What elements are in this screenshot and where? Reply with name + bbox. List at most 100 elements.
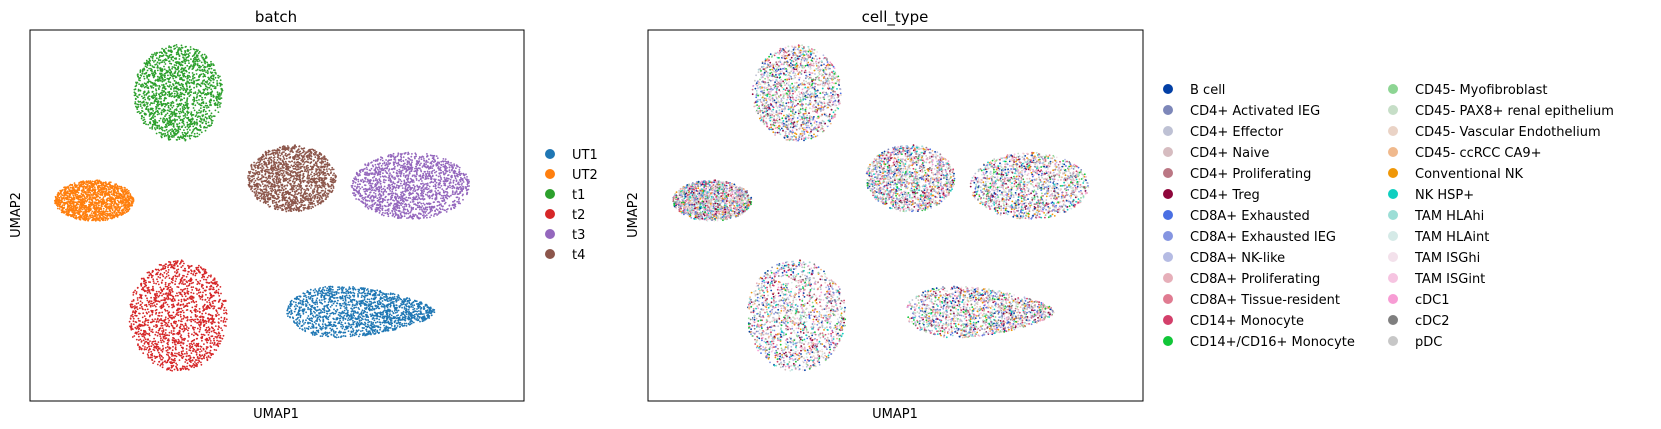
batch-point <box>417 319 420 321</box>
batch-point <box>86 181 89 184</box>
batch-point <box>329 327 332 330</box>
batch-point <box>287 315 289 317</box>
batch-point <box>364 302 366 305</box>
batch-point <box>360 319 363 322</box>
batch-point <box>148 98 151 101</box>
batch-point <box>374 296 377 299</box>
batch-point <box>391 322 393 325</box>
batch-point <box>213 339 215 342</box>
batch-point <box>180 126 183 129</box>
batch-point <box>407 313 410 315</box>
batch-point <box>184 101 187 104</box>
batch-point <box>187 106 190 109</box>
batch-point <box>373 330 376 333</box>
batch-point <box>424 318 427 321</box>
batch-point <box>148 67 151 70</box>
batch-point <box>198 60 201 62</box>
batch-point <box>304 321 307 324</box>
batch-point <box>204 83 207 86</box>
batch-point <box>149 104 152 106</box>
batch-point <box>162 121 165 124</box>
batch-point <box>367 305 370 307</box>
batch-point <box>143 77 146 80</box>
batch-point <box>81 189 84 192</box>
batch-point <box>175 44 178 46</box>
batch-point <box>134 97 137 100</box>
batch-point <box>340 336 342 338</box>
batch-point <box>104 210 106 213</box>
batch-point <box>183 74 186 77</box>
batch-point <box>167 136 170 139</box>
batch-point <box>333 318 335 321</box>
batch-point <box>206 61 209 64</box>
batch-point <box>425 312 427 314</box>
batch-point <box>65 208 67 211</box>
batch-point <box>287 312 290 315</box>
batch-point <box>109 203 111 205</box>
batch-point <box>190 64 193 67</box>
batch-point <box>66 190 69 193</box>
batch-point <box>85 218 88 221</box>
batch-point <box>315 314 318 317</box>
batch-point <box>319 335 322 337</box>
batch-point <box>121 200 123 203</box>
batch-point <box>368 306 371 309</box>
batch-point <box>347 301 350 304</box>
batch-point <box>396 314 398 317</box>
batch-point <box>337 322 339 325</box>
batch-point <box>210 95 213 97</box>
batch-point <box>410 317 412 320</box>
batch-point <box>182 85 185 88</box>
batch-point <box>400 312 403 314</box>
batch-point <box>296 323 299 326</box>
batch-point <box>106 214 109 217</box>
batch-point <box>318 288 320 290</box>
batch-point <box>355 300 358 303</box>
batch-point <box>387 308 389 311</box>
batch-point <box>205 81 208 83</box>
batch-point <box>186 56 189 59</box>
batch-point <box>336 334 338 336</box>
batch-point <box>179 61 181 64</box>
batch-point <box>155 331 158 333</box>
batch-point <box>196 118 198 121</box>
batch-point <box>105 193 108 196</box>
batch-point <box>73 211 76 213</box>
batch-point <box>139 105 142 107</box>
batch-point <box>68 198 70 201</box>
batch-point <box>286 308 289 311</box>
batch-point <box>429 306 432 309</box>
batch-point <box>204 75 207 78</box>
batch-point <box>144 120 147 123</box>
batch-point <box>327 289 330 292</box>
batch-point <box>168 81 171 83</box>
batch-point <box>307 308 309 311</box>
batch-point <box>324 316 327 318</box>
batch-point <box>116 210 119 212</box>
batch-point <box>367 325 370 328</box>
batch-point <box>146 64 149 67</box>
batch-point <box>334 300 337 303</box>
batch-point <box>189 125 192 128</box>
batch-point <box>158 131 161 134</box>
batch-point <box>95 204 97 207</box>
batch-point <box>105 212 108 215</box>
batch-point <box>186 80 189 83</box>
batch-point <box>154 71 157 74</box>
batch-point <box>358 292 361 294</box>
batch-point <box>92 203 95 206</box>
batch-point <box>150 345 153 348</box>
batch-point <box>316 293 319 295</box>
batch-point <box>164 105 166 108</box>
batch-point <box>170 123 173 126</box>
batch-point <box>156 334 159 337</box>
batch-point <box>69 202 72 205</box>
batch-point <box>315 327 318 329</box>
batch-point <box>415 318 418 321</box>
batch-point <box>127 203 130 205</box>
batch-point <box>209 103 212 106</box>
batch-point <box>294 297 297 300</box>
batch-point <box>171 73 174 75</box>
batch-point <box>168 68 171 70</box>
batch-point <box>383 305 386 308</box>
